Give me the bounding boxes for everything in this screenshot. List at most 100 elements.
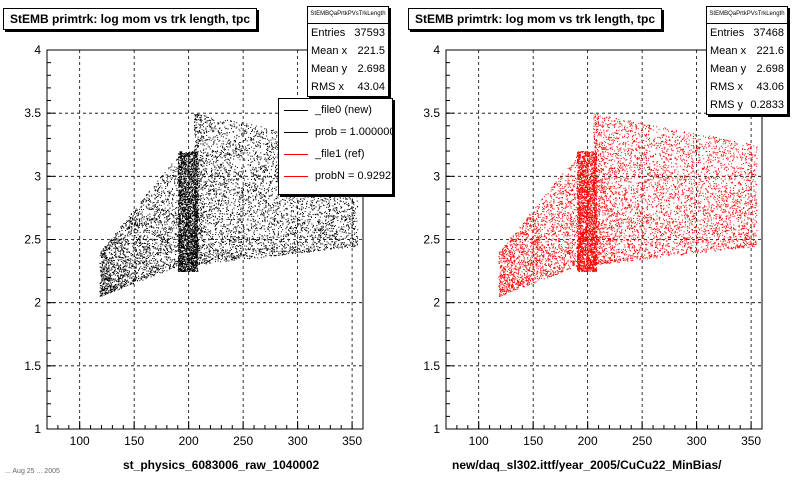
scatter-point bbox=[139, 213, 141, 215]
scatter-point bbox=[236, 249, 238, 251]
scatter-point bbox=[188, 211, 190, 213]
scatter-point bbox=[187, 248, 189, 250]
scatter-point bbox=[196, 260, 198, 262]
scatter-point bbox=[220, 261, 222, 263]
scatter-point bbox=[126, 262, 128, 264]
scatter-point bbox=[109, 257, 111, 259]
scatter-point bbox=[259, 227, 261, 229]
scatter-point bbox=[328, 220, 330, 222]
scatter-point bbox=[190, 160, 192, 162]
scatter-point bbox=[247, 185, 249, 187]
scatter-point bbox=[121, 246, 123, 248]
scatter-point bbox=[151, 271, 153, 273]
scatter-point bbox=[135, 267, 137, 269]
scatter-point bbox=[103, 250, 105, 252]
scatter-point bbox=[190, 257, 191, 259]
scatter-point bbox=[342, 201, 344, 203]
scatter-point bbox=[285, 195, 287, 197]
scatter-point bbox=[213, 208, 215, 210]
scatter-point bbox=[349, 217, 351, 219]
scatter-point bbox=[214, 175, 216, 177]
scatter-point bbox=[341, 216, 343, 218]
scatter-point bbox=[268, 208, 270, 210]
scatter-point bbox=[270, 151, 272, 153]
scatter-point bbox=[248, 210, 250, 212]
scatter-point bbox=[239, 255, 241, 257]
scatter-point bbox=[224, 237, 226, 239]
scatter-point bbox=[160, 230, 161, 232]
scatter-point bbox=[319, 249, 321, 251]
scatter-point bbox=[267, 188, 269, 190]
scatter-point bbox=[187, 175, 189, 177]
scatter-point bbox=[187, 226, 189, 228]
scatter-point bbox=[236, 135, 238, 137]
scatter-point bbox=[281, 226, 283, 228]
scatter-point bbox=[117, 243, 119, 244]
scatter-point bbox=[181, 268, 183, 270]
scatter-point bbox=[178, 156, 180, 158]
scatter-point bbox=[273, 233, 275, 235]
scatter-point bbox=[317, 198, 319, 199]
scatter-point bbox=[214, 136, 216, 138]
scatter-point bbox=[337, 220, 339, 221]
scatter-point bbox=[194, 152, 196, 154]
scatter-point bbox=[111, 271, 113, 273]
scatter-point bbox=[344, 242, 345, 244]
scatter-point bbox=[238, 246, 240, 247]
scatter-point bbox=[173, 169, 175, 171]
scatter-point bbox=[185, 192, 187, 194]
scatter-point bbox=[159, 215, 161, 217]
scatter-point bbox=[111, 249, 113, 251]
scatter-point bbox=[137, 223, 139, 225]
scatter-point bbox=[272, 146, 274, 148]
scatter-point bbox=[197, 132, 199, 134]
scatter-point bbox=[248, 230, 250, 232]
scatter-point bbox=[142, 260, 144, 262]
scatter-point bbox=[341, 231, 343, 233]
scatter-point bbox=[330, 199, 332, 200]
scatter-point bbox=[287, 223, 289, 225]
scatter-point bbox=[223, 259, 225, 261]
scatter-point bbox=[192, 171, 194, 173]
scatter-point bbox=[305, 240, 307, 242]
scatter-point bbox=[203, 231, 205, 233]
scatter-point bbox=[193, 271, 195, 272]
scatter-point bbox=[104, 291, 106, 293]
scatter-point bbox=[226, 204, 228, 206]
scatter-point bbox=[138, 275, 139, 277]
scatter-point bbox=[345, 194, 347, 196]
scatter-point bbox=[177, 243, 179, 245]
scatter-point bbox=[257, 135, 259, 137]
scatter-point bbox=[225, 186, 227, 188]
scatter-point bbox=[231, 125, 233, 127]
scatter-point bbox=[249, 229, 251, 231]
scatter-point bbox=[154, 262, 156, 264]
scatter-point bbox=[350, 215, 352, 217]
scatter-point bbox=[252, 226, 254, 228]
scatter-point bbox=[131, 223, 133, 225]
scatter-point bbox=[141, 273, 143, 275]
scatter-point bbox=[191, 257, 193, 259]
scatter-point bbox=[126, 228, 128, 230]
scatter-point bbox=[176, 158, 178, 160]
scatter-point bbox=[334, 209, 336, 211]
scatter-point bbox=[133, 256, 135, 258]
scatter-point bbox=[224, 190, 226, 192]
scatter-point bbox=[196, 233, 198, 235]
scatter-point bbox=[334, 225, 336, 227]
scatter-point bbox=[189, 195, 191, 197]
scatter-point bbox=[217, 130, 219, 132]
scatter-point bbox=[189, 155, 190, 157]
scatter-point bbox=[166, 233, 168, 235]
scatter-point bbox=[208, 214, 210, 216]
scatter-point bbox=[135, 250, 137, 252]
scatter-point bbox=[197, 182, 199, 184]
scatter-point bbox=[205, 168, 207, 170]
scatter-point bbox=[218, 203, 220, 205]
scatter-point bbox=[306, 227, 308, 229]
scatter-point bbox=[181, 169, 182, 171]
scatter-point bbox=[334, 226, 335, 228]
scatter-point bbox=[172, 175, 173, 176]
scatter-point bbox=[157, 211, 159, 213]
scatter-point bbox=[250, 214, 251, 216]
